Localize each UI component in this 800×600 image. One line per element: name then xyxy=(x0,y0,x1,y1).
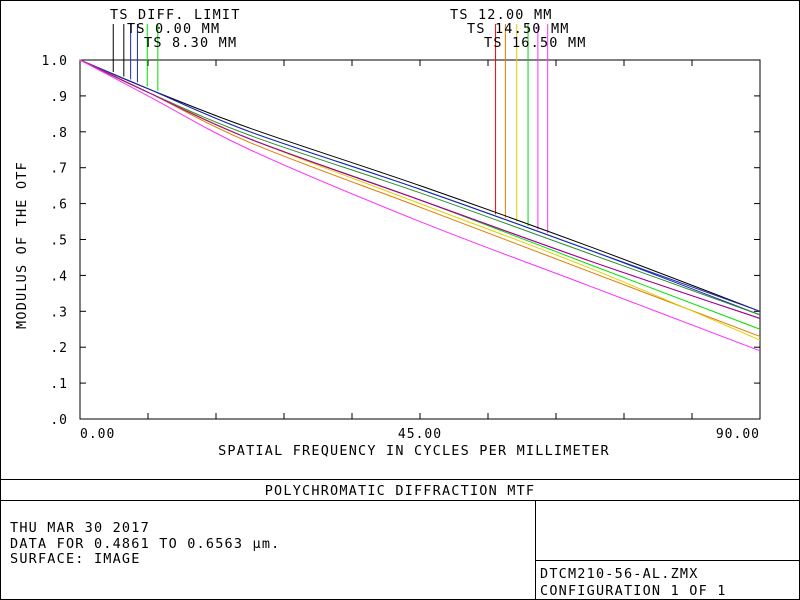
legend-entry-diff-limit: TS DIFF. LIMIT xyxy=(110,7,241,23)
y-tick-label: .7 xyxy=(50,162,68,177)
x-tick-label: 90.00 xyxy=(716,427,760,442)
series-line xyxy=(79,59,761,352)
series-line xyxy=(79,59,761,330)
legend-entry-8-30mm: TS 8.30 MM xyxy=(144,35,237,51)
y-tick-label: .3 xyxy=(50,305,68,320)
y-tick-label: 1.0 xyxy=(42,54,68,69)
series-lines xyxy=(79,59,761,352)
y-tick-label: .1 xyxy=(50,377,68,392)
series-line xyxy=(79,59,761,316)
plot-frame xyxy=(79,59,761,420)
y-tick-label: .4 xyxy=(50,269,68,284)
series-line xyxy=(79,59,761,316)
y-tick-label: .5 xyxy=(50,234,68,249)
legend-entry-14-50mm: TS 14.50 MM xyxy=(467,21,570,37)
legend-entry-0mm: TS 0.00 MM xyxy=(127,21,220,37)
y-tick-labels: .0 .1 .2 .3 .4 .5 .6 .7 .8 .9 1.0 xyxy=(42,54,68,428)
x-tick-label: 0.00 xyxy=(80,427,115,442)
footer-wavelength: DATA FOR 0.4861 TO 0.6563 µm. xyxy=(10,536,281,552)
y-tick-label: .6 xyxy=(50,198,68,213)
series-line xyxy=(79,59,761,312)
series-line xyxy=(79,59,761,337)
y-tick-label: .2 xyxy=(50,341,68,356)
series-line xyxy=(79,59,761,319)
y-axis-label: MODULUS OF THE OTF xyxy=(14,161,30,329)
footer-date: THU MAR 30 2017 xyxy=(10,520,150,536)
legend-entry-12mm: TS 12.00 MM xyxy=(450,7,553,23)
footer-configuration: CONFIGURATION 1 OF 1 xyxy=(540,583,727,599)
x-tick-label: 45.00 xyxy=(398,427,442,442)
y-tick-label: .9 xyxy=(50,90,68,105)
footer-file-name: DTCM210-56-AL.ZMX xyxy=(540,566,699,582)
x-axis-label: SPATIAL FREQUENCY IN CYCLES PER MILLIMET… xyxy=(218,443,610,459)
axis-ticks xyxy=(79,59,761,420)
legend-markers xyxy=(112,24,549,234)
y-tick-label: .0 xyxy=(50,413,68,428)
x-tick-labels: 0.00 45.00 90.00 xyxy=(80,427,760,442)
footer-surface: SURFACE: IMAGE xyxy=(10,551,141,567)
y-tick-label: .8 xyxy=(50,126,68,141)
legend-entry-16-50mm: TS 16.50 MM xyxy=(484,35,587,51)
chart-title: POLYCHROMATIC DIFFRACTION MTF xyxy=(265,483,536,499)
